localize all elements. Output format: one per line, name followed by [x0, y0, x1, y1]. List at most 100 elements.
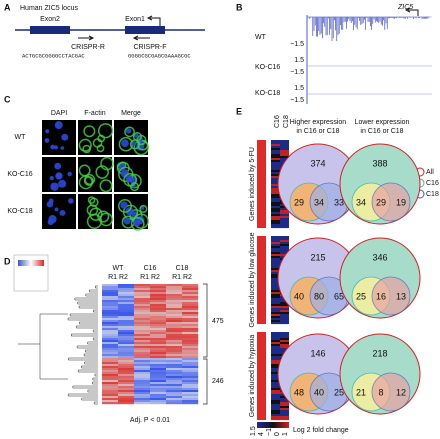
- heatmap-cell: [271, 372, 280, 375]
- venn-count: 146: [310, 348, 325, 358]
- heatmap-cell: [150, 376, 167, 379]
- heatmap-cell: [166, 324, 183, 327]
- induction-bar: [257, 140, 266, 228]
- heatmap-cell: [150, 342, 167, 345]
- heatmap-cell: [102, 374, 119, 377]
- tss-arrow: [404, 7, 419, 16]
- micrographs: [42, 120, 149, 231]
- heatmap-cell: [182, 390, 199, 393]
- venn-count: 34: [356, 197, 366, 207]
- heatmap-cell: [150, 328, 167, 331]
- actin: [97, 123, 114, 139]
- heatmap-cell: [271, 404, 280, 407]
- heatmap-cell: [134, 398, 151, 401]
- heatmap-cell: [182, 332, 199, 335]
- heatmap-cell: [280, 210, 289, 213]
- heatmap-cell: [166, 348, 183, 351]
- heatmap-cell: [150, 302, 167, 305]
- heatmap-cell: [118, 370, 135, 373]
- heatmap-cell: [280, 314, 289, 317]
- heatmap-cell: [102, 340, 119, 343]
- heatmap-cell: [280, 302, 289, 305]
- heatmap-cell: [280, 402, 289, 405]
- heatmap-cell: [166, 370, 183, 373]
- actin: [97, 210, 110, 223]
- heatmap-cell: [166, 340, 183, 343]
- axis-tick-label: 1.5: [294, 57, 304, 64]
- heatmap-cell: [271, 358, 280, 361]
- heatmap-cell: [166, 286, 183, 289]
- heatmap-cell: [280, 344, 289, 347]
- heatmap-cell: [271, 182, 280, 185]
- heatmap-cell: [280, 246, 289, 249]
- venn-count: 40: [294, 291, 304, 301]
- heatmap-cell: [182, 386, 199, 389]
- heatmap-cell: [280, 242, 289, 245]
- heatmap-cell: [182, 348, 199, 351]
- heatmap-cell: [118, 306, 135, 309]
- heatmap-cell: [280, 396, 289, 399]
- heatmap-cell: [271, 260, 280, 263]
- heatmap-cell: [182, 374, 199, 377]
- heatmap-cell: [150, 326, 167, 329]
- heatmap-cell: [182, 398, 199, 401]
- panel-label: D: [4, 256, 11, 266]
- heatmap-cell: [271, 378, 280, 381]
- heatmap-cell: [271, 286, 280, 289]
- nucleus: [54, 162, 62, 170]
- heatmap-cell: [280, 218, 289, 221]
- heatmap-cell: [271, 366, 280, 369]
- heatmap-cell: [150, 336, 167, 339]
- heatmap-cell: [150, 290, 167, 293]
- heatmap-cell: [150, 330, 167, 333]
- panel-label: E: [236, 106, 242, 116]
- heatmap-cell: [280, 416, 289, 419]
- heatmap-cell: [102, 354, 119, 357]
- heatmap-cell: [271, 202, 280, 205]
- heatmap-cell: [166, 378, 183, 381]
- heatmap-cell: [166, 364, 183, 367]
- heatmap-cell: [118, 364, 135, 367]
- heatmap-cell: [280, 332, 289, 335]
- heatmap-cell: [102, 284, 119, 287]
- heatmap-cell: [271, 368, 280, 371]
- heatmap-cell: [150, 286, 167, 289]
- heatmap-cell: [182, 330, 199, 333]
- heatmap-cell: [271, 246, 280, 249]
- heatmap-cell: [118, 328, 135, 331]
- heatmap-cell: [271, 284, 280, 287]
- heatmap-cell: [118, 334, 135, 337]
- primer-label: CRISPR-R: [71, 44, 105, 51]
- heatmap-cell: [134, 368, 151, 371]
- heatmap-cell: [118, 348, 135, 351]
- heatmap-cell: [280, 316, 289, 319]
- heatmap-cell: [166, 320, 183, 323]
- heatmap-cell: [271, 140, 280, 143]
- heatmap-cell: [182, 320, 199, 323]
- replicate-label: R1 R2: [172, 274, 192, 281]
- nucleus: [49, 176, 54, 181]
- heatmap-cell: [280, 336, 289, 339]
- heatmap-cell: [280, 226, 289, 229]
- heatmap-cell: [271, 194, 280, 197]
- heatmap-cell: [134, 300, 151, 303]
- heatmap-cell: [182, 302, 199, 305]
- heatmap-cell: [150, 292, 167, 295]
- actin: [78, 175, 93, 190]
- heatmap-cell: [271, 308, 280, 311]
- nucleus: [44, 138, 50, 143]
- heatmap-cell: [118, 296, 135, 299]
- heatmap-cell: [271, 186, 280, 189]
- heatmap-cell: [271, 216, 280, 219]
- heatmap-cell: [271, 294, 280, 297]
- heatmap-cell: [118, 398, 135, 401]
- heatmap-cell: [271, 310, 280, 313]
- actin: [99, 212, 113, 227]
- heatmap-cell: [271, 406, 280, 409]
- heatmap-cell: [271, 312, 280, 315]
- heatmap-cell: [102, 322, 119, 325]
- nucleus: [120, 201, 128, 209]
- nucleus: [125, 175, 133, 183]
- heatmap-cell: [166, 338, 183, 341]
